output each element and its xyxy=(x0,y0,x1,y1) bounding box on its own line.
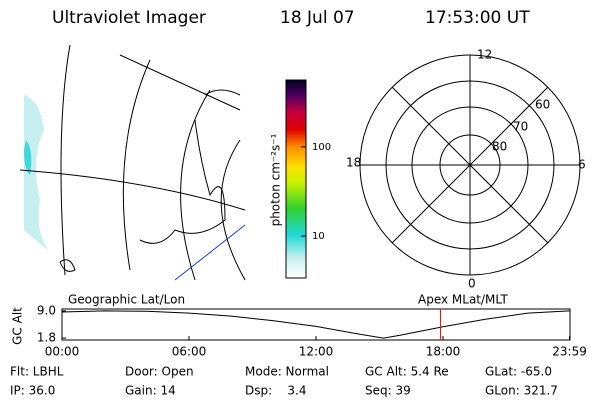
y-label: GC Alt xyxy=(11,307,25,345)
polar-grid xyxy=(359,54,581,276)
status-field: Flt: LBHL xyxy=(10,365,64,379)
y-tick-label: 1.8 xyxy=(37,331,56,345)
mlt-label: 0 xyxy=(468,277,476,291)
status-field: Door: Open xyxy=(125,365,194,379)
y-tick-label: 9.0 xyxy=(37,303,56,317)
status-field: GLon: 321.7 xyxy=(485,384,558,398)
status-field: IP: 36.0 xyxy=(10,384,55,398)
title: Ultraviolet Imager xyxy=(52,8,206,28)
right-label: Apex MLat/MLT xyxy=(418,293,508,307)
lat-label: 60 xyxy=(535,98,550,112)
status-field: GLat: -65.0 xyxy=(485,365,552,379)
lat-label: 80 xyxy=(492,140,507,154)
mlt-label: 6 xyxy=(578,158,586,172)
mlt-label: 18 xyxy=(346,156,361,170)
map xyxy=(19,44,246,281)
x-tick-label: 00:00 xyxy=(45,345,80,359)
status-field: Mode: Normal xyxy=(245,365,329,379)
colorbar-tick-label: 100 xyxy=(312,142,331,153)
x-tick-label: 23:59 xyxy=(552,345,587,359)
date: 18 Jul 07 xyxy=(280,8,355,28)
status-field: Seq: 39 xyxy=(365,384,411,398)
plot-frame xyxy=(61,308,571,341)
lat-label: 70 xyxy=(513,120,528,134)
colorbar-label: photon cm⁻²s⁻¹ xyxy=(269,133,283,226)
x-tick-label: 06:00 xyxy=(172,345,207,359)
colorbar xyxy=(285,79,307,279)
left-label: Geographic Lat/Lon xyxy=(68,293,185,307)
time: 17:53:00 UT xyxy=(425,8,530,28)
altitude-line xyxy=(61,310,570,339)
x-tick-label: 12:00 xyxy=(299,345,334,359)
mlt-label: 12 xyxy=(477,48,492,62)
colorbar-tick-label: 10 xyxy=(312,231,325,242)
status-field: Gain: 14 xyxy=(125,384,176,398)
status-field: Dsp: 3.4 xyxy=(245,384,307,398)
x-tick-label: 18:00 xyxy=(426,345,461,359)
status-field: GC Alt: 5.4 Re xyxy=(365,365,449,379)
